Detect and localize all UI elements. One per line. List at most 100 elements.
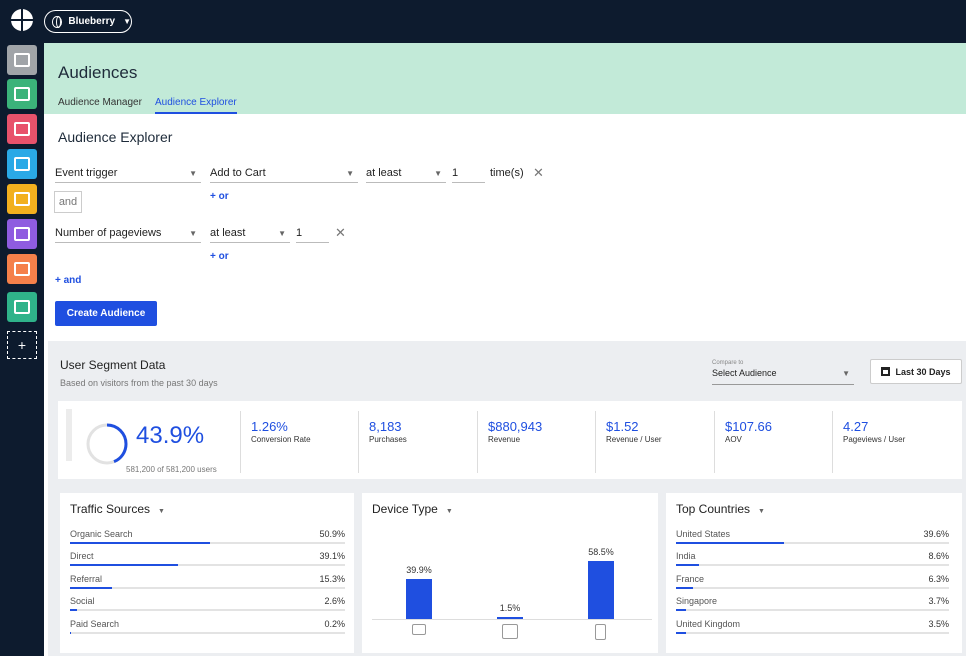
row-pct: 3.7% <box>928 596 949 606</box>
bar-fill <box>70 564 178 566</box>
sidebar-item-dashboard[interactable] <box>7 45 37 75</box>
rule2-count-input[interactable]: 1 <box>296 223 329 243</box>
chevron-down-icon: ▼ <box>346 169 354 178</box>
sidebar-item-message[interactable] <box>7 254 37 284</box>
stat-conversion-rate: 1.26% Conversion Rate <box>240 411 311 473</box>
stat-label: Pageviews / User <box>843 435 906 444</box>
site-selector[interactable]: Blueberry ▼ <box>44 10 132 33</box>
users-note: 581,200 of 581,200 users <box>126 465 217 474</box>
rule2-add-or-link[interactable]: + or <box>210 251 229 262</box>
audience-share-ring <box>86 423 128 465</box>
device-bar-tablet <box>497 617 523 619</box>
section-title: Audience Explorer <box>58 129 173 145</box>
bar-track <box>70 587 345 589</box>
traffic-row: Paid Search 0.2% <box>70 619 345 639</box>
sidebar-item-list[interactable] <box>7 149 37 179</box>
tab-audience-explorer[interactable]: Audience Explorer <box>155 97 237 114</box>
sidebar-item-audiences[interactable] <box>7 79 37 109</box>
sync-icon <box>14 300 30 314</box>
sidebar-item-push[interactable] <box>7 219 37 249</box>
row-pct: 15.3% <box>319 574 345 584</box>
audience-percentage: 43.9% <box>136 422 205 449</box>
bar-track <box>676 587 949 589</box>
row-name: Organic Search <box>70 529 133 539</box>
sidebar-add-button[interactable]: + <box>7 331 37 359</box>
tab-audience-manager[interactable]: Audience Manager <box>58 97 142 108</box>
bar-fill <box>676 632 686 634</box>
globe-icon <box>52 15 63 28</box>
date-range-label: Last 30 Days <box>895 366 951 377</box>
sidebar-item-layout[interactable] <box>7 114 37 144</box>
stat-pageviews-per-user: 4.27 Pageviews / User <box>832 411 905 473</box>
stat-revenue: $880,943 Revenue <box>477 411 542 473</box>
device-type-title[interactable]: Device Type ▼ <box>372 502 453 516</box>
traffic-row: Organic Search 50.9% <box>70 529 345 549</box>
stat-value: $107.66 <box>725 419 772 434</box>
sidebar: + <box>0 43 44 656</box>
row-name: Social <box>70 596 95 606</box>
user-segment-panel: User Segment Data Based on visitors from… <box>48 341 966 656</box>
stat-purchases: 8,183 Purchases <box>358 411 407 473</box>
chevron-down-icon: ▼ <box>189 169 197 178</box>
device-pct-tablet: 1.5% <box>499 603 521 613</box>
bar-track <box>676 564 949 566</box>
segment-title: User Segment Data <box>60 358 166 372</box>
card-title-text: Traffic Sources <box>70 502 151 516</box>
rule1-count-value: 1 <box>452 167 459 179</box>
rule2-count-value: 1 <box>296 227 303 239</box>
list-icon <box>14 157 30 171</box>
sidebar-item-sync[interactable] <box>7 292 37 322</box>
rule1-event-value: Add to Cart <box>210 167 266 179</box>
rule1-add-or-link[interactable]: + or <box>210 191 229 202</box>
country-row: United States 39.6% <box>676 529 949 549</box>
chevron-down-icon: ▼ <box>278 229 286 238</box>
device-type-card: Device Type ▼ 39.9% 1.5% 58.5% <box>362 493 658 653</box>
rule1-count-input[interactable]: 1 <box>452 163 485 183</box>
rule2-field-select[interactable]: Number of pageviews ▼ <box>55 223 201 243</box>
top-countries-title[interactable]: Top Countries ▼ <box>676 502 765 516</box>
layout-icon <box>14 122 30 136</box>
bar-fill <box>70 632 71 634</box>
stat-value: 8,183 <box>369 419 402 434</box>
segment-subtitle: Based on visitors from the past 30 days <box>60 378 218 388</box>
rule2-operator-select[interactable]: at least ▼ <box>210 223 290 243</box>
rule1-event-select[interactable]: Add to Cart ▼ <box>210 163 358 183</box>
stat-revenue-per-user: $1.52 Revenue / User <box>595 411 662 473</box>
row-pct: 6.3% <box>928 574 949 584</box>
dashboard-icon <box>14 53 30 67</box>
date-range-button[interactable]: Last 30 Days <box>870 359 962 384</box>
create-audience-button[interactable]: Create Audience <box>55 301 157 326</box>
country-row: India 8.6% <box>676 551 949 571</box>
rule1-operator-value: at least <box>366 167 402 179</box>
phone-icon <box>595 624 606 640</box>
message-icon <box>14 262 30 276</box>
audience-icon <box>14 87 30 101</box>
app-logo-icon[interactable] <box>11 9 33 31</box>
chevron-down-icon: ▼ <box>842 369 850 378</box>
audience-share-arc <box>86 423 128 465</box>
close-icon[interactable]: ✕ <box>335 225 346 240</box>
row-pct: 39.1% <box>319 551 345 561</box>
bar-track <box>676 632 949 634</box>
chevron-down-icon: ▼ <box>189 229 197 238</box>
sidebar-item-email[interactable] <box>7 184 37 214</box>
row-name: Direct <box>70 551 94 561</box>
rule2-operator-value: at least <box>210 227 246 239</box>
add-and-link[interactable]: + and <box>55 275 82 286</box>
compare-audience-select[interactable]: Select Audience ▼ <box>712 368 854 385</box>
close-icon[interactable]: ✕ <box>533 165 544 180</box>
rule1-unit-label: time(s) <box>490 167 524 179</box>
rule1-field-value: Event trigger <box>55 167 118 179</box>
stat-aov: $107.66 AOV <box>714 411 772 473</box>
chevron-down-icon: ▼ <box>445 508 453 515</box>
country-row: Singapore 3.7% <box>676 596 949 616</box>
row-name: Singapore <box>676 596 718 606</box>
stat-value: $880,943 <box>488 419 543 434</box>
row-name: France <box>676 574 705 584</box>
rule1-field-select[interactable]: Event trigger ▼ <box>55 163 201 183</box>
rule1-operator-select[interactable]: at least ▼ <box>366 163 446 183</box>
country-row: France 6.3% <box>676 574 949 594</box>
page-header: Audiences Audience Manager Audience Expl… <box>44 43 966 114</box>
top-bar: Blueberry ▼ <box>0 0 966 43</box>
traffic-sources-title[interactable]: Traffic Sources ▼ <box>70 502 165 516</box>
